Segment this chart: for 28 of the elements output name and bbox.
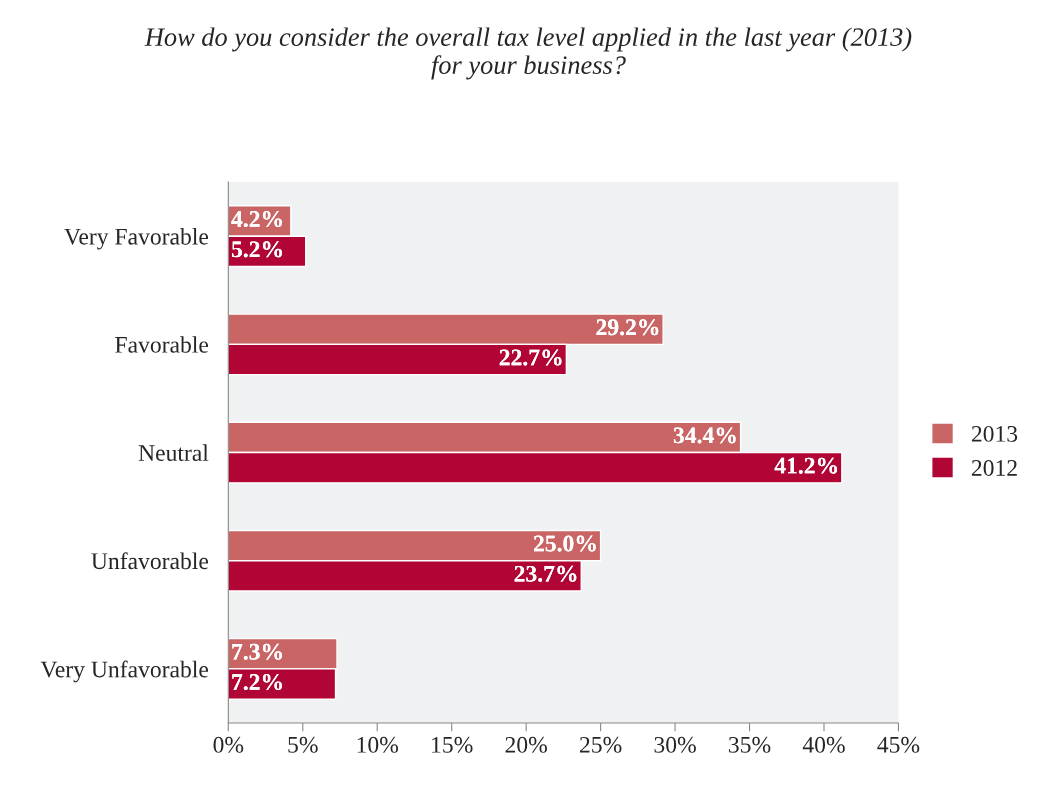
- x-tick-label: 35%: [729, 736, 771, 753]
- data-label: 25.0%: [533, 535, 596, 552]
- x-tick-label: 5%: [288, 736, 318, 753]
- data-label: 34.4%: [673, 427, 736, 444]
- data-label: 7.2%: [232, 674, 282, 691]
- x-tick-label: 10%: [357, 736, 399, 753]
- y-tick-label: Neutral: [138, 444, 209, 461]
- data-label: 4.2%: [231, 211, 282, 228]
- x-tick-label: 40%: [802, 736, 845, 753]
- data-label: 5.2%: [231, 241, 282, 258]
- legend-label: 2013: [971, 425, 1018, 442]
- y-tick-label: Favorable: [115, 336, 209, 353]
- x-tick-label: 0%: [213, 736, 244, 753]
- data-label: 41.2%: [774, 457, 837, 474]
- x-tick-label: 45%: [877, 736, 920, 753]
- x-tick-label: 30%: [654, 736, 696, 753]
- data-label: 22.7%: [499, 349, 562, 366]
- data-label: 7.3%: [232, 643, 282, 660]
- x-tick-label: 20%: [505, 736, 547, 753]
- legend-label: 2012: [971, 459, 1017, 476]
- x-tick-label: 25%: [580, 736, 622, 753]
- x-tick-label: 15%: [432, 736, 473, 753]
- y-tick-label: Unfavorable: [91, 552, 209, 570]
- data-label: 29.2%: [596, 319, 659, 336]
- y-tick-label: Very Unfavorable: [40, 660, 209, 683]
- chart-title: How do you consider the overall tax level applied in the last year (2013) for your business?: [144, 27, 912, 80]
- data-label: 23.7%: [514, 565, 577, 582]
- y-tick-label: Very Favorable: [64, 228, 209, 250]
